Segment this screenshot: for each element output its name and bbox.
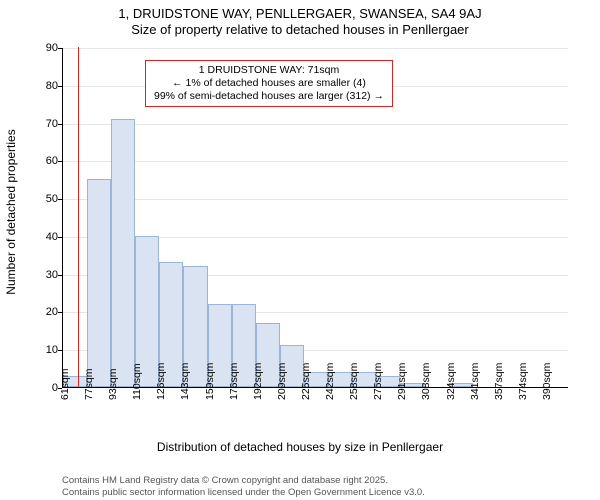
y-tick-label: 80	[30, 80, 58, 92]
y-tick-mark	[58, 237, 62, 238]
y-tick-label: 60	[30, 155, 58, 167]
property-marker-line	[78, 47, 79, 387]
y-tick-label: 90	[30, 42, 58, 54]
grid-line	[63, 161, 568, 162]
chart-title-line2: Size of property relative to detached ho…	[0, 22, 600, 38]
y-tick-label: 0	[30, 382, 58, 394]
grid-line	[63, 199, 568, 200]
chart-title-line1: 1, DRUIDSTONE WAY, PENLLERGAER, SWANSEA,…	[0, 6, 600, 22]
y-tick-mark	[58, 312, 62, 313]
y-tick-label: 40	[30, 231, 58, 243]
y-tick-label: 70	[30, 118, 58, 130]
y-tick-label: 20	[30, 306, 58, 318]
annotation-line3: 99% of semi-detached houses are larger (…	[154, 90, 384, 103]
y-tick-label: 10	[30, 344, 58, 356]
y-tick-mark	[58, 124, 62, 125]
property-annotation: 1 DRUIDSTONE WAY: 71sqm← 1% of detached …	[145, 60, 393, 107]
annotation-line2: ← 1% of detached houses are smaller (4)	[154, 77, 384, 90]
plot-area: 1 DRUIDSTONE WAY: 71sqm← 1% of detached …	[62, 48, 568, 388]
y-tick-label: 50	[30, 193, 58, 205]
grid-line	[63, 124, 568, 125]
y-tick-mark	[58, 86, 62, 87]
chart-title-block: 1, DRUIDSTONE WAY, PENLLERGAER, SWANSEA,…	[0, 0, 600, 39]
y-tick-label: 30	[30, 269, 58, 281]
y-tick-mark	[58, 350, 62, 351]
grid-line	[63, 48, 568, 49]
footer-attribution: Contains HM Land Registry data © Crown c…	[62, 475, 425, 498]
footer-line2: Contains public sector information licen…	[62, 487, 425, 498]
y-tick-mark	[58, 161, 62, 162]
annotation-line1: 1 DRUIDSTONE WAY: 71sqm	[154, 64, 384, 77]
histogram-bar	[111, 119, 135, 387]
y-tick-mark	[58, 275, 62, 276]
chart-area: Number of detached properties 1 DRUIDSTO…	[0, 42, 600, 454]
footer-line1: Contains HM Land Registry data © Crown c…	[62, 475, 425, 486]
y-axis-label: Number of detached properties	[4, 129, 18, 294]
y-tick-mark	[58, 199, 62, 200]
x-axis-label: Distribution of detached houses by size …	[0, 440, 600, 442]
y-tick-mark	[58, 48, 62, 49]
histogram-bar	[87, 179, 111, 387]
